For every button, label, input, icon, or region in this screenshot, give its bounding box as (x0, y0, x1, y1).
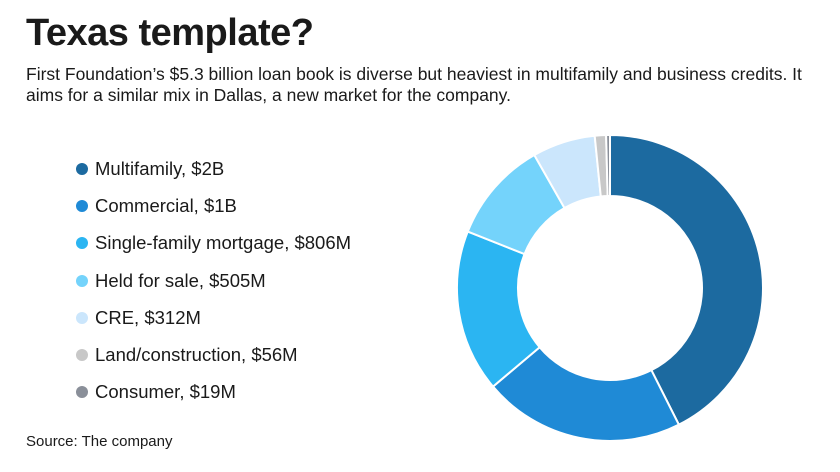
legend-label: CRE, $312M (95, 306, 201, 328)
donut-slice-0 (609, 133, 764, 426)
legend-swatch (76, 237, 88, 250)
legend-swatch (76, 349, 88, 362)
legend-item: Land/construction, $56M (76, 336, 351, 373)
legend: Multifamily, $2B Commercial, $1B Single-… (76, 150, 351, 411)
legend-label: Multifamily, $2B (95, 157, 225, 179)
legend-label: Held for sale, $505M (95, 269, 266, 291)
legend-swatch (76, 274, 88, 287)
chart-subtitle: First Foundation’s $5.3 billion loan boo… (26, 64, 802, 105)
legend-item: CRE, $312M (76, 299, 351, 336)
legend-item: Commercial, $1B (76, 187, 351, 224)
legend-label: Consumer, $19M (95, 381, 236, 403)
legend-item: Held for sale, $505M (76, 262, 351, 299)
source-note: Source: The company (26, 433, 173, 450)
legend-swatch (76, 311, 88, 324)
donut-chart (456, 133, 764, 442)
legend-item: Consumer, $19M (76, 374, 351, 411)
chart-title: Texas template? (26, 12, 314, 54)
legend-swatch (76, 386, 88, 399)
legend-item: Multifamily, $2B (76, 150, 351, 187)
legend-swatch (76, 162, 88, 175)
legend-label: Land/construction, $56M (95, 344, 298, 366)
donut-slice-6 (605, 133, 611, 198)
legend-swatch (76, 199, 88, 212)
legend-label: Commercial, $1B (95, 194, 237, 216)
legend-item: Single-family mortgage, $806M (76, 225, 351, 262)
legend-label: Single-family mortgage, $806M (95, 232, 352, 254)
